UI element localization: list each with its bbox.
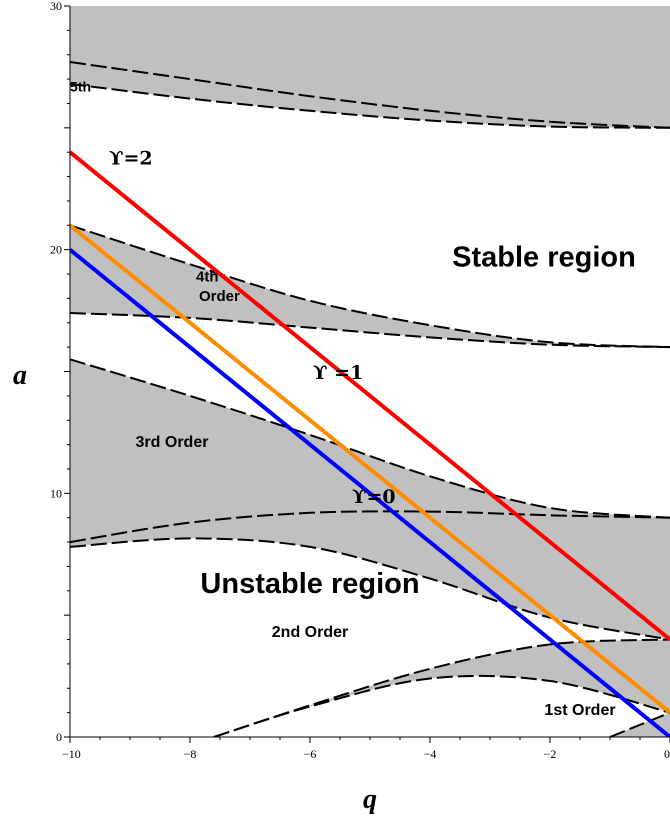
x-tick-label: −4 <box>424 747 437 761</box>
unstable-band-2 <box>70 313 670 518</box>
x-tick-label: −6 <box>304 747 317 761</box>
stability-boundaries <box>70 61 670 737</box>
unstable-region-fills <box>70 84 670 737</box>
axes: −10 −8 −6 −4 −2 0 0 10 20 30 <box>50 0 670 761</box>
annotation-3: Stable region <box>452 242 636 274</box>
annotation-11: 1st Order <box>544 702 615 719</box>
annotation-6: ϒ =1 <box>313 362 363 384</box>
y-tick-label: 10 <box>50 486 62 500</box>
annotation-10: 2nd Order <box>272 624 348 641</box>
stability-boundary-1 <box>70 61 670 129</box>
ups-line-0 <box>70 150 670 642</box>
x-tick-label: −10 <box>62 747 81 761</box>
annotation-1: 5th <box>70 78 91 94</box>
unstable-band-first <box>214 675 670 737</box>
y-tick-label: 20 <box>50 243 62 257</box>
stability-boundary-5 <box>70 358 670 519</box>
x-tick-label: −8 <box>184 747 197 761</box>
ups-line-2 <box>70 248 670 737</box>
unstable-band-1 <box>70 84 670 348</box>
x-tick-label: −2 <box>544 747 557 761</box>
annotation-4: 4th <box>196 268 219 285</box>
stability-boundary-6 <box>70 510 670 544</box>
y-axis-label: a <box>13 360 27 391</box>
annotation-8: ϒ=0 <box>352 486 396 508</box>
x-tick-label: 0 <box>664 747 670 761</box>
annotation-2: ϒ=2 <box>109 147 153 169</box>
stability-boundary-4 <box>70 312 670 349</box>
ups-line-1 <box>70 223 670 715</box>
annotation-5: Order <box>199 288 240 305</box>
stability-boundary-10 <box>609 711 670 737</box>
stability-boundary-7 <box>70 537 670 641</box>
stability-boundary-3 <box>70 224 670 349</box>
ups-lines <box>70 150 670 737</box>
y-tick-label: 30 <box>50 0 62 13</box>
annotations: 5th ϒ=2 Stable region 4th Order ϒ =1 3rd Order… <box>70 78 636 719</box>
x-axis-label: q <box>363 784 377 815</box>
annotation-9: Unstable region <box>200 568 419 600</box>
y-tick-label: 0 <box>56 730 62 744</box>
stability-boundary-9 <box>213 674 670 737</box>
stability-boundary-2 <box>70 83 670 129</box>
unstable-band-second-lower <box>70 538 670 737</box>
annotation-7: 3rd Order <box>136 434 209 451</box>
